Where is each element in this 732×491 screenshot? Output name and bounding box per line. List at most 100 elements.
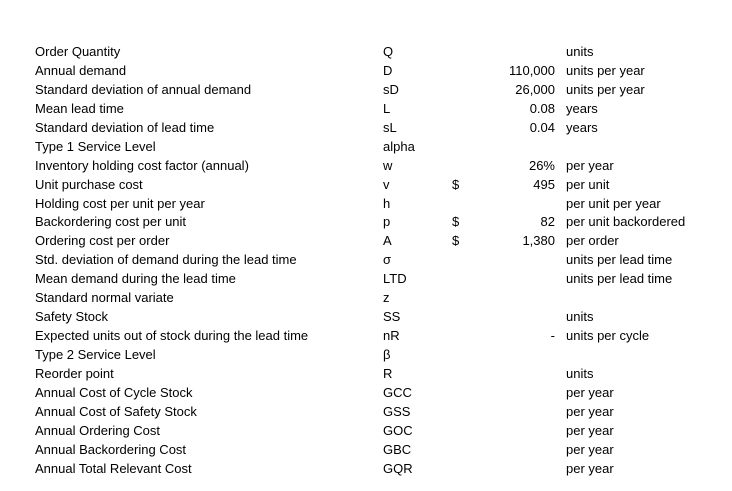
table-row: Std. deviation of demand during the lead… bbox=[0, 251, 732, 270]
table-row: Standard normal variate z bbox=[0, 289, 732, 308]
parameter-symbol: w bbox=[383, 157, 393, 173]
parameter-value: 26,000 bbox=[515, 81, 555, 97]
parameter-unit: units bbox=[566, 309, 594, 325]
parameter-label: Standard deviation of lead time bbox=[35, 119, 215, 135]
table-row: Type 1 Service Level alpha bbox=[0, 138, 732, 157]
parameter-unit: units per year bbox=[566, 81, 645, 97]
parameter-unit: units per year bbox=[566, 62, 645, 78]
table-row: Annual Cost of Safety Stock GSS per year bbox=[0, 403, 732, 422]
parameter-value: 0.04 bbox=[529, 119, 555, 135]
parameter-value: - bbox=[550, 328, 555, 344]
parameter-value: 0.08 bbox=[529, 100, 555, 116]
table-row: Expected units out of stock during the l… bbox=[0, 327, 732, 346]
parameter-symbol: alpha bbox=[383, 138, 415, 154]
currency-symbol: $ bbox=[452, 233, 460, 249]
parameter-label: Reorder point bbox=[35, 365, 114, 381]
table-row: Mean lead time L 0.08 years bbox=[0, 100, 732, 119]
parameter-unit: per unit per year bbox=[566, 195, 661, 211]
parameter-label: Annual Cost of Safety Stock bbox=[35, 403, 197, 419]
table-row: Mean demand during the lead time LTD uni… bbox=[0, 270, 732, 289]
parameter-unit: per year bbox=[566, 403, 614, 419]
parameter-symbol: A bbox=[383, 233, 392, 249]
parameter-label: Unit purchase cost bbox=[35, 176, 143, 192]
table-row: Backordering cost per unit p $ 82 per un… bbox=[0, 213, 732, 232]
parameter-label: Expected units out of stock during the l… bbox=[35, 328, 309, 344]
table-row: Holding cost per unit per year h per uni… bbox=[0, 195, 732, 214]
parameter-symbol: SS bbox=[383, 309, 401, 325]
currency-symbol: $ bbox=[452, 176, 460, 192]
parameter-symbol: GCC bbox=[383, 384, 412, 400]
parameter-symbol: h bbox=[383, 195, 391, 211]
table-row: Annual Ordering Cost GOC per year bbox=[0, 422, 732, 441]
table-row: Order Quantity Q units bbox=[0, 43, 732, 62]
parameter-symbol: sL bbox=[383, 119, 397, 135]
parameter-label: Annual Cost of Cycle Stock bbox=[35, 384, 193, 400]
parameter-label: Annual demand bbox=[35, 62, 127, 78]
table-row: Unit purchase cost v $ 495 per unit bbox=[0, 176, 732, 195]
parameter-unit: per order bbox=[566, 233, 619, 249]
currency-symbol: $ bbox=[452, 214, 460, 230]
parameter-symbol: z bbox=[383, 290, 390, 306]
parameter-label: Type 1 Service Level bbox=[35, 138, 156, 154]
parameter-symbol: GQR bbox=[383, 460, 413, 476]
parameter-label: Mean demand during the lead time bbox=[35, 271, 236, 287]
table-row: Type 2 Service Level β bbox=[0, 346, 732, 365]
parameter-unit: units bbox=[566, 44, 594, 59]
parameter-value: 1,380 bbox=[522, 233, 555, 249]
table-row: Standard deviation of lead time sL 0.04 … bbox=[0, 119, 732, 138]
table-row: Safety Stock SS units bbox=[0, 308, 732, 327]
parameter-symbol: sD bbox=[383, 81, 399, 97]
parameter-symbol: Q bbox=[383, 44, 394, 59]
parameter-symbol: v bbox=[383, 176, 390, 192]
parameter-label: Annual Ordering Cost bbox=[35, 422, 161, 438]
parameter-symbol: D bbox=[383, 62, 393, 78]
parameter-unit: units bbox=[566, 365, 594, 381]
parameter-label: Mean lead time bbox=[35, 100, 124, 116]
parameter-label: Standard deviation of annual demand bbox=[35, 81, 252, 97]
parameter-unit: units per lead time bbox=[566, 252, 673, 268]
parameter-unit: per unit backordered bbox=[566, 214, 686, 230]
parameter-symbol: L bbox=[383, 100, 391, 116]
parameter-unit: per year bbox=[566, 441, 614, 457]
table-row: Inventory holding cost factor (annual) w… bbox=[0, 157, 732, 176]
parameter-label: Standard normal variate bbox=[35, 290, 174, 306]
table-row: Standard deviation of annual demand sD 2… bbox=[0, 81, 732, 100]
parameter-symbol: GOC bbox=[383, 422, 413, 438]
parameter-value: 26% bbox=[528, 157, 555, 173]
parameter-symbol: GBC bbox=[383, 441, 412, 457]
table-row: Annual Backordering Cost GBC per year bbox=[0, 441, 732, 460]
parameter-unit: units per cycle bbox=[566, 328, 650, 344]
parameter-symbol: σ bbox=[383, 252, 392, 268]
parameter-symbol: β bbox=[383, 347, 391, 362]
table-row: Ordering cost per order A $ 1,380 per or… bbox=[0, 232, 732, 251]
parameter-unit: per year bbox=[566, 460, 614, 476]
parameter-unit: years bbox=[566, 119, 598, 135]
parameter-label: Backordering cost per unit bbox=[35, 214, 187, 230]
table-row: Annual demand D 110,000 units per year bbox=[0, 62, 732, 81]
parameter-label: Std. deviation of demand during the lead… bbox=[35, 252, 297, 268]
table-row: Annual Total Relevant Cost GQR per year bbox=[0, 460, 732, 479]
parameter-symbol: GSS bbox=[383, 403, 411, 419]
parameter-value: 82 bbox=[540, 214, 555, 230]
parameter-label: Annual Backordering Cost bbox=[35, 441, 187, 457]
parameter-label: Annual Total Relevant Cost bbox=[35, 460, 192, 476]
parameter-value: 495 bbox=[533, 176, 555, 192]
table-row: Annual Cost of Cycle Stock GCC per year bbox=[0, 384, 732, 403]
parameter-symbol: p bbox=[383, 214, 391, 230]
parameter-unit: years bbox=[566, 100, 598, 116]
parameter-label: Inventory holding cost factor (annual) bbox=[35, 157, 249, 173]
parameter-unit: units per lead time bbox=[566, 271, 673, 287]
parameter-symbol: LTD bbox=[383, 271, 407, 287]
parameter-label: Order Quantity bbox=[35, 44, 121, 59]
inventory-parameters-table: Order Quantity Q units Annual demand D 1… bbox=[0, 43, 732, 479]
parameter-value: 110,000 bbox=[508, 62, 555, 78]
parameter-unit: per year bbox=[566, 157, 614, 173]
parameter-unit: per year bbox=[566, 422, 614, 438]
parameter-label: Type 2 Service Level bbox=[35, 347, 156, 362]
parameter-symbol: R bbox=[383, 365, 393, 381]
parameter-symbol: nR bbox=[383, 328, 400, 344]
table-row: Reorder point R units bbox=[0, 365, 732, 384]
parameter-label: Safety Stock bbox=[35, 309, 108, 325]
parameter-unit: per year bbox=[566, 384, 614, 400]
parameter-unit: per unit bbox=[566, 176, 610, 192]
